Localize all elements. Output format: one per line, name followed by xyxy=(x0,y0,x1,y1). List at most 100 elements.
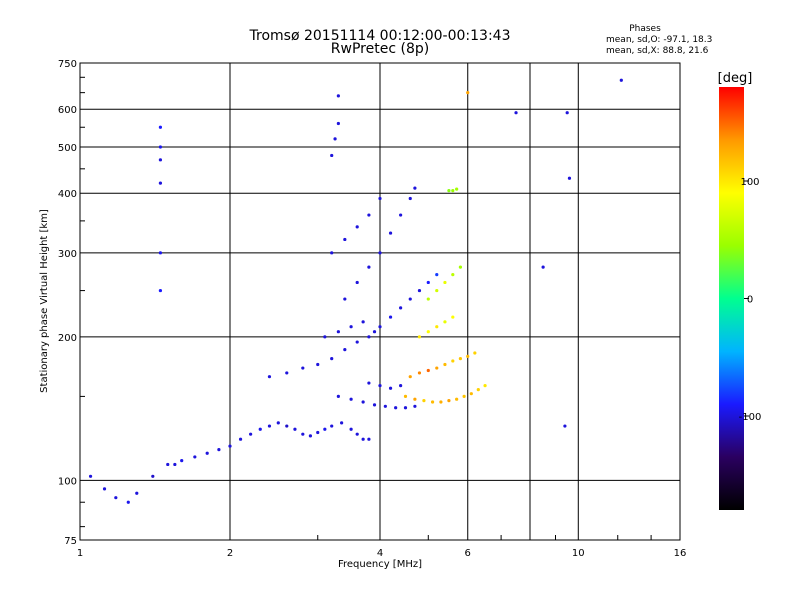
data-point xyxy=(455,397,459,401)
data-point xyxy=(378,384,382,388)
data-point xyxy=(443,280,447,285)
x-axis-label: Frequency [MHz] xyxy=(338,559,422,570)
data-point xyxy=(413,186,417,190)
data-point xyxy=(367,213,371,217)
data-point xyxy=(426,280,430,285)
data-point xyxy=(443,320,447,324)
colorbar xyxy=(719,87,744,510)
data-point xyxy=(349,427,353,431)
data-point xyxy=(426,330,430,334)
plot-gridlines xyxy=(80,63,680,540)
data-point xyxy=(151,474,155,478)
colorbar-tick-label: 100 xyxy=(740,177,759,188)
data-point xyxy=(193,455,197,459)
data-point xyxy=(367,437,371,441)
legend-line-o: mean, sd,O: -97.1, 18.3 xyxy=(606,35,712,45)
data-point xyxy=(349,325,353,329)
data-point xyxy=(435,325,439,329)
x-axis-ticks: 1 2 4 6 10 16 xyxy=(77,535,687,559)
data-point xyxy=(340,421,344,425)
data-point xyxy=(301,366,305,370)
data-point xyxy=(228,444,232,448)
data-point xyxy=(451,359,455,363)
data-point xyxy=(88,474,93,478)
data-point xyxy=(408,297,412,301)
y-tick-label: 200 xyxy=(58,333,77,344)
data-point xyxy=(408,375,412,379)
data-point xyxy=(388,386,393,390)
data-point xyxy=(323,427,327,431)
x-tick-label: 6 xyxy=(465,548,471,559)
data-point xyxy=(355,280,359,285)
y-tick-label: 300 xyxy=(58,249,77,260)
scatter-points xyxy=(88,78,623,504)
data-point xyxy=(102,487,107,491)
x-tick-label: 16 xyxy=(674,548,687,559)
data-point xyxy=(276,421,280,425)
data-point xyxy=(466,354,470,358)
data-point xyxy=(180,459,184,463)
data-point xyxy=(336,94,340,98)
data-point xyxy=(330,424,334,428)
data-point xyxy=(336,330,340,334)
data-point xyxy=(372,330,377,334)
colorbar-ticks: 100 0 -100 xyxy=(739,177,762,423)
data-point xyxy=(451,315,455,319)
chart-subtitle: RwPretec (8p) xyxy=(331,41,429,57)
y-axis-ticks: 75 100 200 300 400 500 600 750 xyxy=(58,59,85,547)
data-point xyxy=(388,231,393,235)
data-point xyxy=(330,153,334,158)
data-point xyxy=(258,427,262,431)
data-point xyxy=(458,265,463,269)
data-point xyxy=(267,424,272,428)
data-point xyxy=(205,451,209,455)
data-point xyxy=(399,384,403,388)
data-point xyxy=(330,251,334,255)
data-point xyxy=(447,189,451,193)
data-point xyxy=(349,397,353,401)
y-tick-label: 100 xyxy=(58,476,77,487)
data-point xyxy=(378,251,382,255)
data-point xyxy=(417,288,422,293)
data-point xyxy=(426,297,430,301)
data-point xyxy=(563,424,567,428)
data-point xyxy=(126,500,130,504)
colorbar-tick-label: 0 xyxy=(747,295,753,306)
data-point xyxy=(316,430,320,435)
data-point xyxy=(249,432,253,436)
data-point xyxy=(355,225,359,229)
y-tick-label: 600 xyxy=(58,105,77,116)
data-point xyxy=(173,462,177,467)
x-tick-label: 1 xyxy=(77,548,83,559)
data-point xyxy=(367,265,371,269)
data-point xyxy=(355,432,359,436)
data-point xyxy=(476,388,480,392)
data-point xyxy=(343,297,347,301)
legend-line-x: mean, sd,X: 88.8, 21.6 xyxy=(606,46,709,56)
x-tick-label: 4 xyxy=(377,548,383,559)
data-point xyxy=(473,351,477,355)
data-point xyxy=(403,406,408,410)
data-point xyxy=(426,368,430,373)
data-point xyxy=(378,196,382,201)
data-point xyxy=(336,121,340,126)
data-point xyxy=(455,187,459,191)
data-point xyxy=(413,404,417,408)
data-point xyxy=(238,437,243,441)
data-point xyxy=(372,403,377,407)
data-point xyxy=(367,381,371,385)
data-point xyxy=(447,398,451,403)
data-point xyxy=(361,320,365,324)
data-point xyxy=(619,78,623,82)
data-point xyxy=(435,288,439,293)
data-point xyxy=(469,392,473,396)
colorbar-label: [deg] xyxy=(718,71,753,86)
data-point xyxy=(158,125,163,129)
data-point xyxy=(408,196,412,201)
data-point xyxy=(378,325,382,329)
data-point xyxy=(565,111,569,115)
data-point xyxy=(293,427,297,431)
data-point xyxy=(413,397,417,401)
data-point xyxy=(422,398,426,403)
data-point xyxy=(567,176,572,180)
